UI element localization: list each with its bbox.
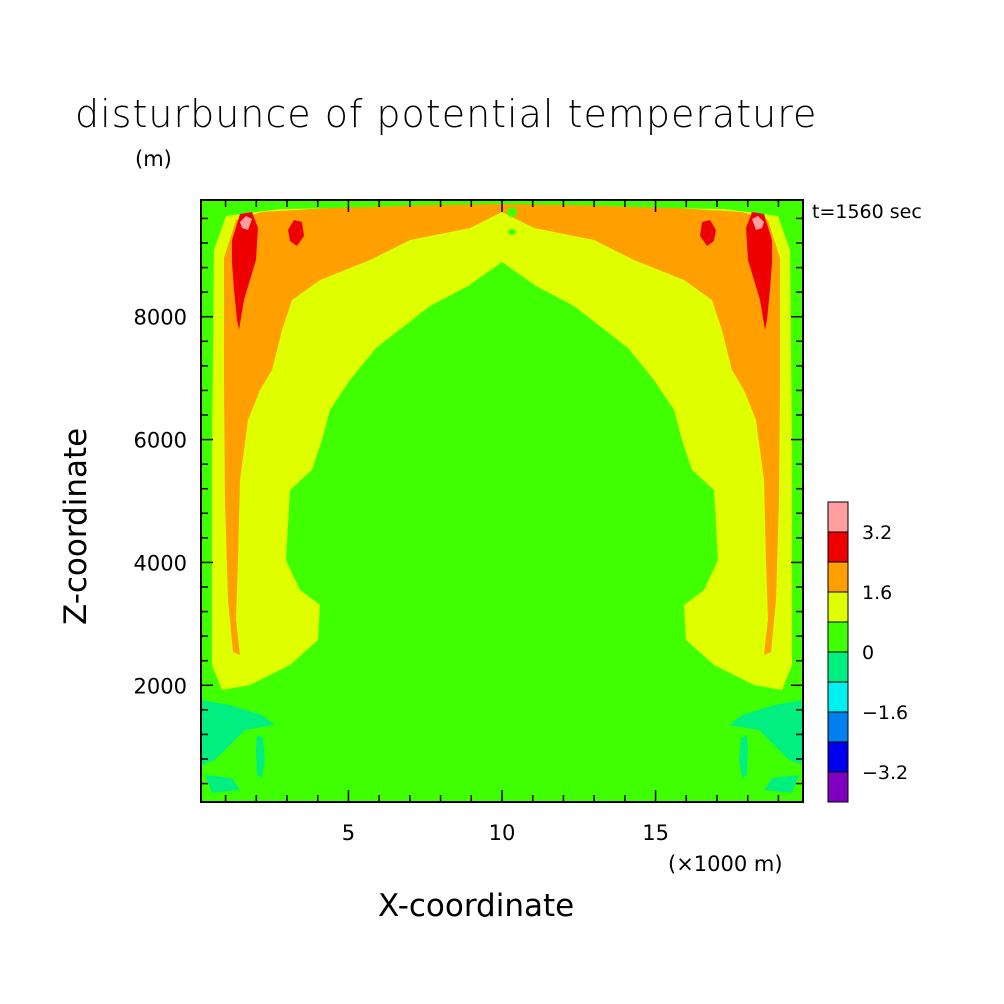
red-plume [232, 212, 258, 330]
x-axis-label: X-coordinate [378, 888, 575, 924]
x-tick-label: 15 [642, 821, 669, 845]
colorbar-swatch [827, 651, 849, 683]
colorbar-swatch [827, 531, 849, 563]
pink-core-right [752, 216, 764, 230]
red-spot [288, 220, 304, 246]
x-tick-label: 10 [489, 821, 516, 845]
y-tick-label: 8000 [134, 306, 187, 330]
red-spot-right [700, 220, 716, 246]
colorbar-swatch [827, 771, 849, 803]
contour-layers [201, 204, 803, 793]
green-blob-1 [507, 207, 517, 217]
negative-patch-lower [205, 775, 240, 793]
y-tick-label: 4000 [134, 551, 187, 575]
colorbar-label: −3.2 [862, 762, 908, 784]
colorbar-label: 0 [862, 642, 874, 664]
x-unit-label: (×1000 m) [668, 852, 783, 876]
colorbar-swatch [827, 711, 849, 743]
colorbar-swatch [827, 681, 849, 713]
negative-patch-upper [201, 700, 275, 765]
colorbar-label: 3.2 [862, 522, 892, 544]
x-tick-label: 5 [342, 821, 355, 845]
yellow-region-right [502, 205, 792, 690]
yellow-region [212, 205, 502, 690]
negative-patch-upper-right [729, 700, 803, 765]
colorbar-swatch [827, 561, 849, 593]
negative-patch-lower-right [764, 775, 799, 793]
time-label: t=1560 sec [812, 201, 922, 223]
colorbar-swatch [827, 621, 849, 653]
colorbar-label: 1.6 [862, 582, 892, 604]
y-tick-label: 6000 [134, 429, 187, 453]
colorbar-swatch [827, 591, 849, 623]
colorbar-label: −1.6 [862, 702, 908, 724]
negative-streak-right [739, 735, 748, 778]
negative-streak [256, 735, 265, 778]
green-blob-2 [508, 229, 516, 235]
z-unit-label: (m) [135, 147, 172, 171]
red-plume-right [746, 212, 772, 330]
chart-title: disturbunce of potential temperature [75, 92, 818, 136]
colorbar-swatch [827, 741, 849, 773]
colorbar-swatch [827, 501, 849, 533]
pink-core [240, 216, 252, 230]
y-tick-label: 2000 [134, 674, 187, 698]
